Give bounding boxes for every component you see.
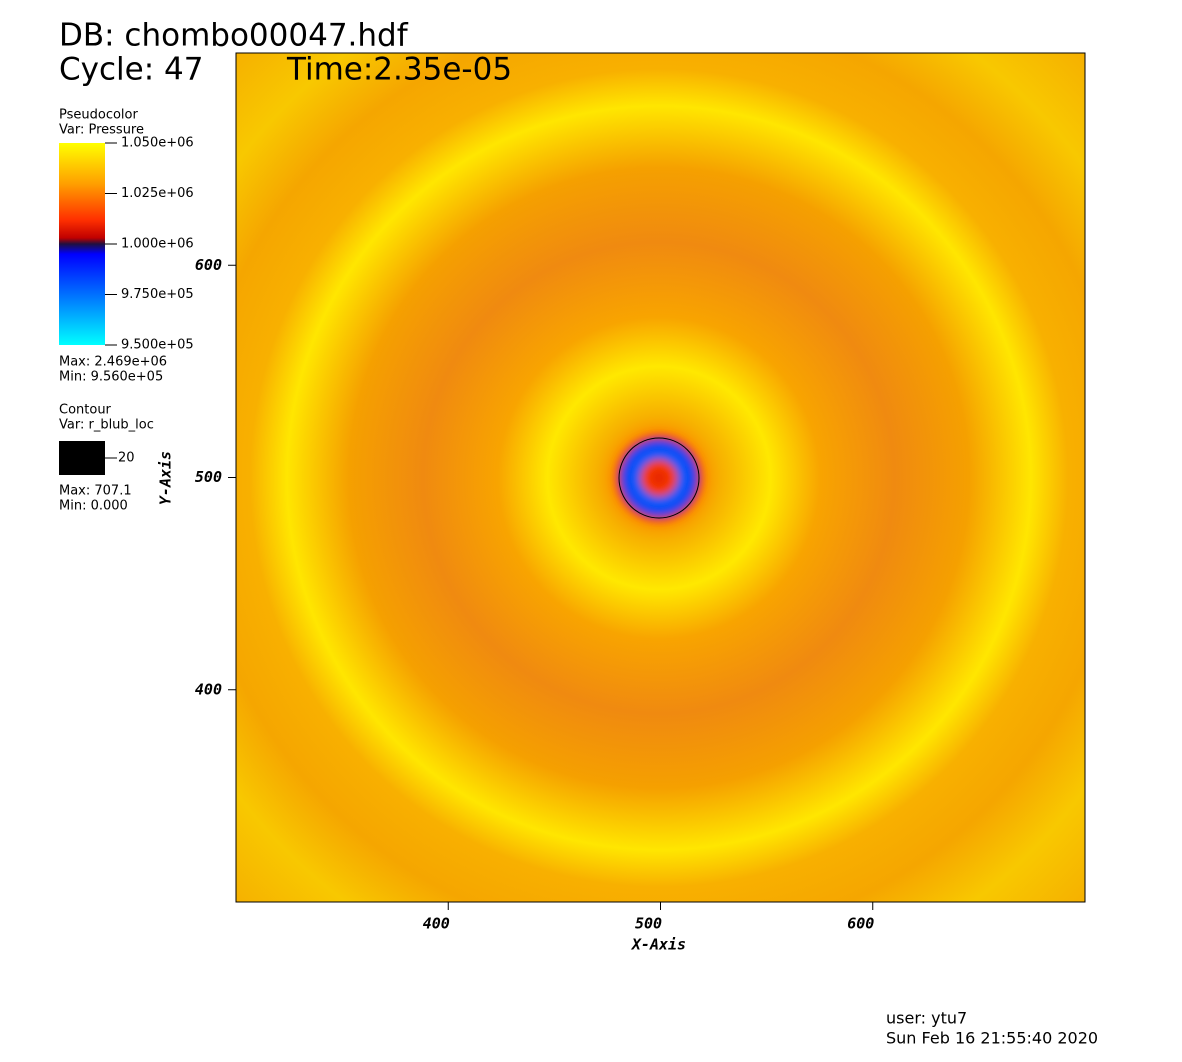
contour-title: Contour	[59, 403, 112, 418]
contour-var: Var: r_blub_loc	[59, 418, 154, 433]
legend-tick-label: 1.000e+06	[121, 237, 194, 252]
contour-level-label: 20	[118, 451, 135, 466]
x-axis-label: X-Axis	[630, 936, 686, 954]
color-bar	[59, 143, 105, 345]
time: Time:2.35e-05	[286, 52, 512, 88]
contour-line	[618, 437, 700, 519]
legend-tick-label: 9.750e+05	[121, 287, 194, 302]
user: user: ytu7	[886, 1009, 967, 1028]
y-tick-label: 500	[195, 468, 222, 486]
legend-title: Pseudocolor	[59, 108, 138, 123]
y-tick-label: 400	[195, 680, 222, 698]
x-tick-label: 500	[635, 915, 662, 933]
legend-var: Var: Pressure	[59, 123, 144, 138]
legend-tick-label: 1.050e+06	[121, 136, 194, 151]
legend-tick-label: 1.025e+06	[121, 186, 194, 201]
cycle: Cycle: 47	[59, 52, 203, 88]
y-tick-label: 600	[195, 256, 222, 274]
legend-min: Min: 9.560e+05	[59, 370, 163, 385]
legend-max: Max: 2.469e+06	[59, 355, 167, 370]
contour-max: Max: 707.1	[59, 484, 132, 499]
db-title: DB: chombo00047.hdf	[59, 18, 409, 54]
contour-swatch	[59, 441, 105, 475]
pressure-field	[236, 53, 1085, 902]
y-axis-label: Y-Axis	[157, 451, 175, 505]
x-tick-label: 400	[423, 915, 450, 933]
date: Sun Feb 16 21:55:40 2020	[886, 1029, 1098, 1048]
x-tick-label: 600	[847, 915, 874, 933]
legend-tick-label: 9.500e+05	[121, 338, 194, 353]
contour-min: Min: 0.000	[59, 499, 128, 514]
